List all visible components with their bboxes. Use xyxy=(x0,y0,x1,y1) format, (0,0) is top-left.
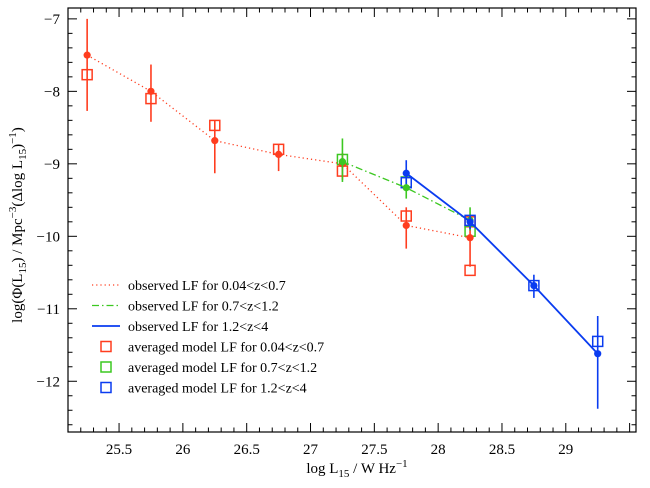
data-point xyxy=(530,281,538,290)
data-point xyxy=(466,218,474,226)
legend-label: averaged model LF for 1.2<z<4 xyxy=(128,382,307,397)
series-line xyxy=(405,172,599,355)
data-point xyxy=(594,350,602,358)
x-axis-label: log L15 / W Hz−1 xyxy=(306,458,407,480)
legend-item: observed LF for 0.7<z<1.2 xyxy=(92,300,279,315)
x-tick-label: 28 xyxy=(431,442,446,458)
legend-label: observed LF for 0.7<z<1.2 xyxy=(128,300,279,315)
legend-label: averaged model LF for 0.04<z<0.7 xyxy=(128,341,324,356)
x-tick-label: 29 xyxy=(558,442,573,458)
data-point xyxy=(402,221,410,230)
legend-square-swatch xyxy=(100,340,112,353)
legend-label: observed LF for 1.2<z<4 xyxy=(128,320,268,335)
x-axis: 25.5 26 26.5 27 27.5 28 28.5 29 xyxy=(67,8,631,458)
y-tick-label: −9 xyxy=(44,157,60,173)
legend-item: observed LF for 0.04<z<0.7 xyxy=(92,279,286,294)
legend-item: averaged model LF for 0.04<z<0.7 xyxy=(100,340,324,356)
y-tick-label: −10 xyxy=(37,229,60,245)
data-point xyxy=(211,137,219,145)
y-axis-label: log(Φ(L15) / Mpc−3(Δlog L15)−1) xyxy=(7,127,29,323)
data-point xyxy=(402,184,410,192)
x-tick-label: 27.5 xyxy=(361,442,387,458)
y-tick-label: −12 xyxy=(37,374,60,390)
x-tick-label: 27 xyxy=(303,442,319,458)
legend-label: averaged model LF for 0.7<z<1.2 xyxy=(128,361,317,376)
legend-item: averaged model LF for 0.7<z<1.2 xyxy=(100,361,317,376)
data-point xyxy=(83,51,91,59)
x-tick-label: 26.5 xyxy=(234,442,260,458)
series-layer xyxy=(81,18,604,409)
data-point xyxy=(275,150,283,159)
y-tick-label: −7 xyxy=(44,12,60,28)
x-tick-label: 26 xyxy=(175,442,191,458)
data-point xyxy=(147,87,155,95)
legend-item: observed LF for 1.2<z<4 xyxy=(92,320,268,335)
x-tick-label: 28.5 xyxy=(489,442,515,458)
data-point xyxy=(402,169,410,177)
plot-frame xyxy=(67,7,637,433)
y-tick-label: −11 xyxy=(37,302,60,318)
x-tick-label: 25.5 xyxy=(106,442,132,458)
data-point xyxy=(338,158,347,166)
legend-label: observed LF for 0.04<z<0.7 xyxy=(128,279,286,294)
observed-series xyxy=(402,160,602,409)
legend-item: averaged model LF for 1.2<z<4 xyxy=(100,381,307,397)
legend-square-swatch xyxy=(100,381,112,394)
data-point xyxy=(466,234,474,242)
y-axis: −7 −8 −9 −10 −11 −12 xyxy=(37,12,636,426)
legend: observed LF for 0.04<z<0.7 observed LF fo… xyxy=(92,279,324,397)
y-tick-label: −8 xyxy=(44,84,60,100)
legend-square-swatch xyxy=(100,361,112,373)
